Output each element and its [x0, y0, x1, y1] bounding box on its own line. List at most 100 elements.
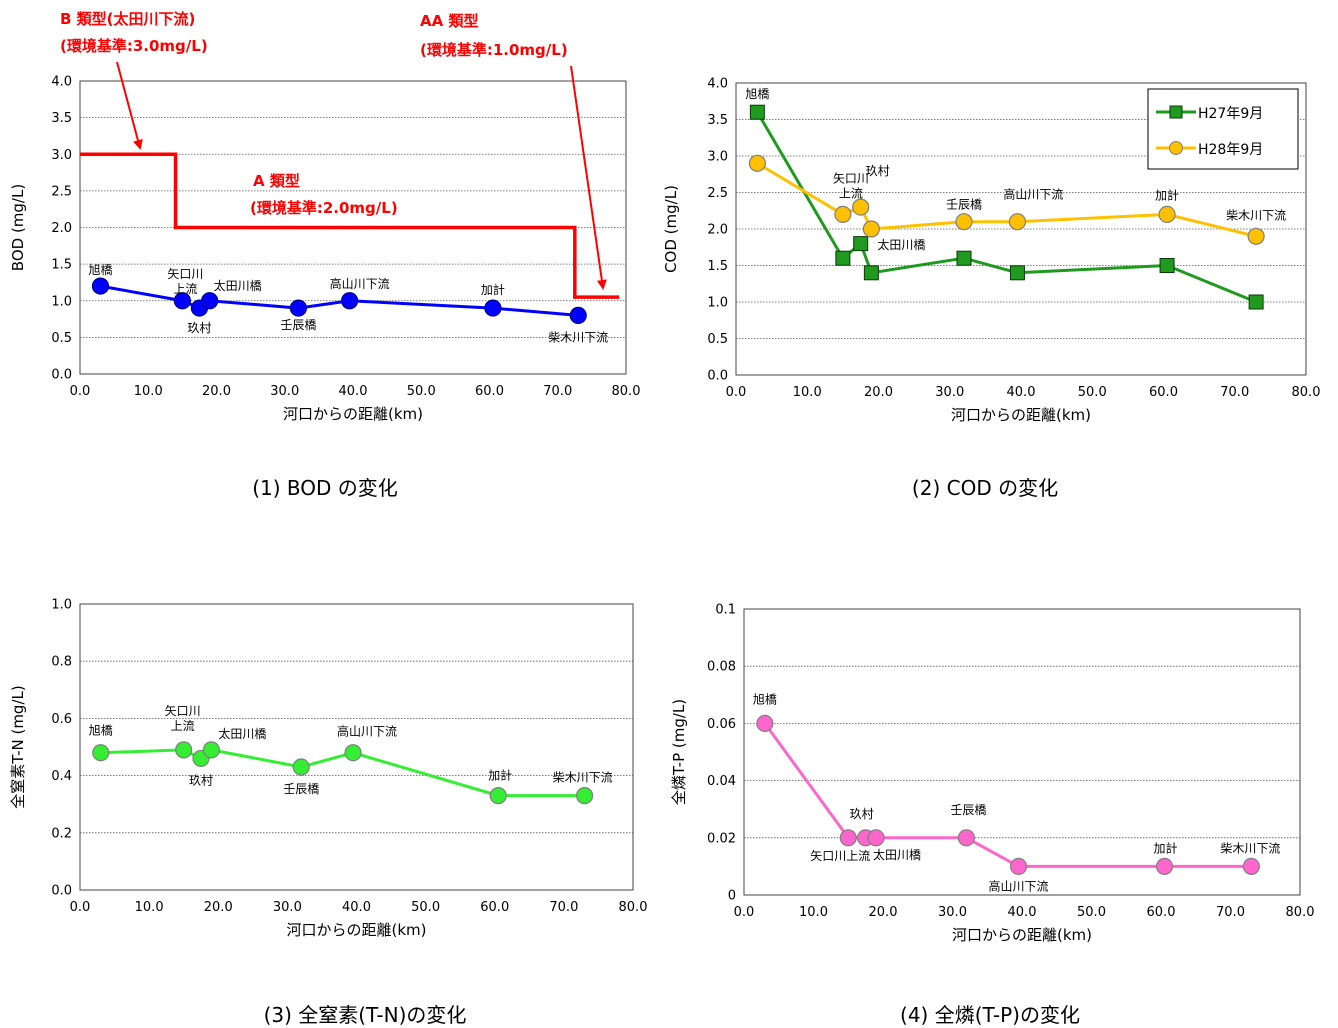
y-axis-label: COD (mg/L): [662, 185, 680, 273]
chart-4: 0 0.02 0.04 0.06 0.08 0.1 0.0 10.0 20.0 30.0 40.0 5…: [670, 603, 1314, 1028]
data-point: [1009, 265, 1025, 281]
data-point: [748, 154, 766, 172]
legend-marker: [1169, 141, 1183, 155]
y-tick-label: 0.0: [51, 368, 72, 383]
data-point: [484, 299, 502, 317]
legend: H27年9月 H28年9月: [1147, 88, 1299, 170]
data-point: [292, 758, 310, 776]
y-tick-label: 1.5: [707, 259, 728, 274]
point-label: 旭橋: [745, 87, 769, 101]
environmental-standard-line: [80, 152, 620, 299]
plot-area: [79, 80, 627, 375]
x-tick-label: 50.0: [1077, 905, 1106, 920]
point-label-line: 旭橋: [745, 87, 769, 101]
point-label-line: 加計: [1153, 840, 1177, 855]
x-tick-label: 70.0: [543, 384, 572, 399]
point-label: 玖村: [866, 164, 890, 178]
x-tick-label: 40.0: [1008, 905, 1037, 920]
x-tick-label: 0.0: [726, 385, 747, 400]
y-tick-label: 3.0: [707, 150, 728, 165]
y-tick-label: 0: [728, 889, 736, 904]
annotation-text: (環境基準:2.0mg/L): [250, 199, 398, 217]
point-label: 加計: [488, 768, 512, 783]
y-tick-label: 0.1: [715, 603, 736, 618]
point-label: 玖村: [189, 773, 213, 787]
point-label-line: 太田川橋: [873, 847, 921, 862]
y-tick-label: 2.0: [707, 223, 728, 238]
x-tick-label: 50.0: [411, 900, 440, 915]
data-point: [957, 829, 976, 847]
point-label-line: 玖村: [850, 807, 874, 821]
x-tick-label: 20.0: [204, 900, 233, 915]
data-point: [853, 236, 869, 252]
data-point: [91, 277, 110, 295]
point-label: 壬辰橋: [950, 803, 986, 817]
data-point: [1247, 227, 1265, 245]
plot-area: [79, 603, 634, 891]
x-axis-label: 河口からの距離(km): [286, 921, 426, 939]
data-point: [835, 250, 851, 266]
y-tick-label: 1.5: [51, 258, 72, 273]
point-label-line: 高山川下流: [989, 878, 1049, 893]
data-point: [92, 744, 110, 762]
point-label: 加計: [1155, 187, 1179, 202]
x-tick-label: 30.0: [938, 905, 967, 920]
point-label-line: 矢口川上流: [810, 849, 870, 863]
series-1: [92, 741, 594, 805]
data-point: [201, 292, 219, 310]
legend-label: H28年9月: [1198, 142, 1263, 158]
point-label: 太田川橋: [214, 278, 262, 293]
point-label: 矢口川上流: [165, 704, 201, 733]
point-label-line: 高山川下流: [337, 724, 397, 739]
point-label-line: 加計: [488, 768, 512, 783]
chart-caption: (3) 全窒素(T-N)の変化: [264, 1003, 467, 1027]
point-label: 玖村: [187, 321, 211, 335]
annotation-text: (環境基準:1.0mg/L): [420, 41, 568, 59]
y-tick-label: 3.5: [51, 111, 72, 126]
series-2: [748, 154, 1265, 245]
data-point: [340, 292, 359, 310]
point-label: 旭橋: [89, 724, 113, 738]
y-tick-label: 4.0: [707, 77, 728, 92]
x-axis-label: 河口からの距離(km): [952, 926, 1092, 944]
point-label-line: 柴木川下流: [553, 771, 613, 785]
point-label: 太田川橋: [218, 726, 266, 741]
point-label-line: 矢口川: [833, 171, 869, 185]
annotation-text: A 類型: [253, 172, 300, 190]
point-label-line: 玖村: [866, 164, 890, 178]
data-point: [834, 205, 852, 223]
point-label-line: 柴木川下流: [548, 330, 608, 344]
point-label: 高山川下流: [337, 724, 397, 739]
x-tick-label: 50.0: [407, 384, 436, 399]
y-tick-label: 0.0: [707, 369, 728, 384]
chart-caption: (1) BOD の変化: [252, 476, 398, 500]
y-tick-label: 0.6: [51, 712, 72, 727]
point-label: 高山川下流: [330, 276, 390, 291]
point-label-line: 旭橋: [88, 263, 112, 277]
point-label: 太田川橋: [877, 237, 925, 252]
y-tick-label: 0.06: [707, 717, 736, 732]
data-point: [1158, 205, 1176, 223]
point-label-line: 壬辰橋: [946, 198, 982, 212]
x-tick-label: 80.0: [612, 384, 641, 399]
y-tick-label: 1.0: [51, 598, 72, 613]
x-tick-label: 20.0: [864, 385, 893, 400]
data-point: [1009, 857, 1028, 876]
x-tick-label: 10.0: [793, 385, 822, 400]
point-label: 柴木川下流: [553, 771, 613, 785]
y-tick-label: 2.5: [707, 186, 728, 201]
data-point: [852, 198, 870, 216]
point-label-line: 矢口川: [167, 267, 203, 281]
legend-box: [1147, 88, 1299, 170]
chart-1: 0.0 0.5 1.0 1.5 2.0 2.5 3.0 3.5 4.0 0.0 10.0 20.0 30…: [9, 75, 640, 501]
series-1: [91, 277, 587, 324]
x-tick-label: 60.0: [480, 900, 509, 915]
data-point: [749, 104, 765, 120]
point-label: 加計: [481, 282, 505, 297]
x-tick-label: 40.0: [339, 384, 368, 399]
y-tick-label: 1.0: [707, 296, 728, 311]
y-axis-label: 全窒素T-N (mg/L): [9, 685, 27, 808]
data-point: [202, 741, 220, 759]
data-point: [863, 265, 879, 281]
